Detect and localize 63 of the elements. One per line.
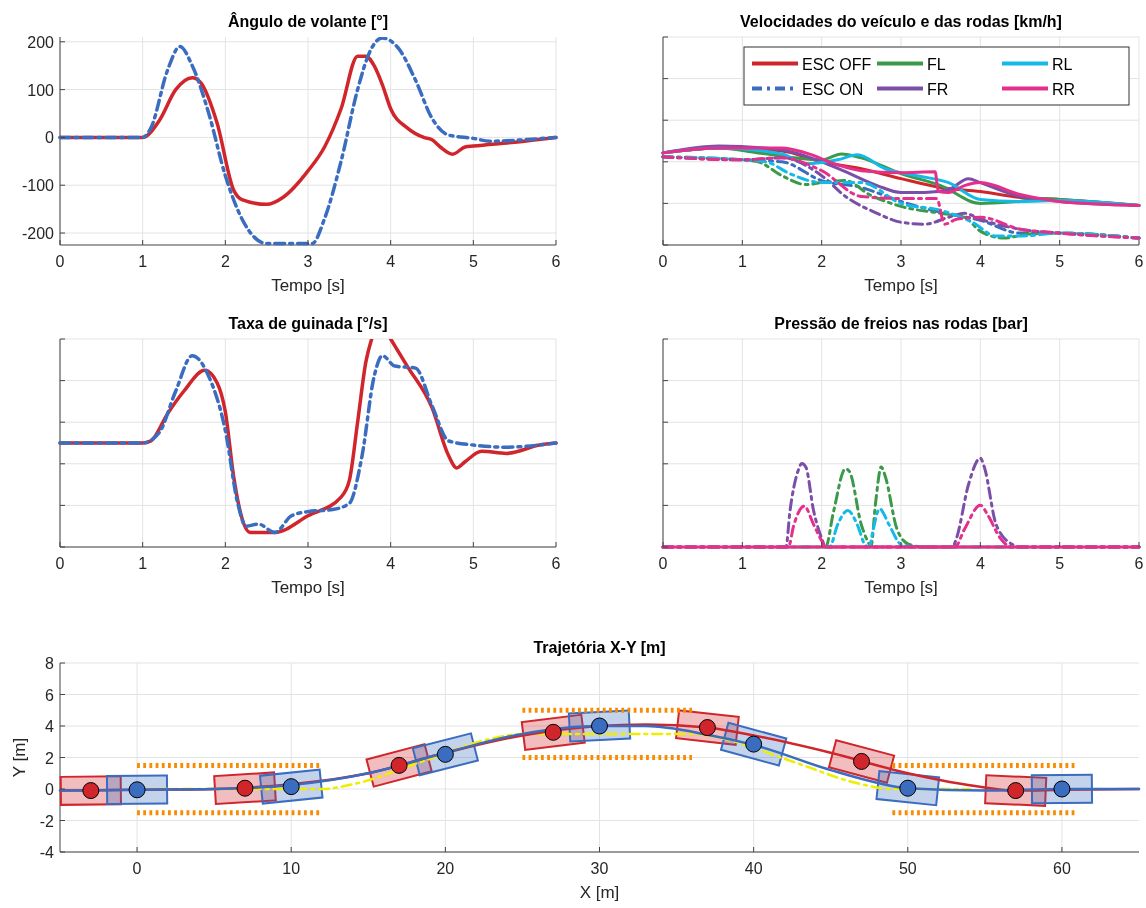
x-axis-title: X [m] bbox=[579, 883, 620, 902]
x-tick-label: 1 bbox=[737, 253, 747, 270]
y-tick-label: 0 bbox=[45, 781, 55, 798]
x-tick-label: 4 bbox=[386, 555, 396, 572]
x-tick-label: 2 bbox=[817, 253, 827, 270]
y-axis-title: Y [m] bbox=[10, 737, 29, 778]
x-tick-label: 5 bbox=[468, 253, 478, 270]
y-tick-label: -200 bbox=[21, 225, 55, 243]
x-tick-label: 60 bbox=[1053, 860, 1071, 877]
y-tick-label: -100 bbox=[21, 177, 55, 195]
legend-label: FL bbox=[927, 55, 946, 73]
y-tick-label: 8 bbox=[45, 655, 55, 672]
line-series bbox=[58, 37, 558, 246]
chart-title: Pressão de freios nas rodas [bar] bbox=[774, 315, 1028, 332]
x-tick-label: 3 bbox=[303, 555, 313, 572]
x-tick-label: 40 bbox=[744, 860, 763, 877]
x-tick-label: 50 bbox=[898, 860, 917, 877]
y-tick-label: 6 bbox=[45, 686, 55, 704]
x-tick-label: 2 bbox=[220, 555, 230, 572]
x-tick-label: 0 bbox=[658, 555, 668, 572]
x-tick-label: 1 bbox=[138, 555, 148, 572]
x-axis-title: Tempo [s] bbox=[271, 578, 345, 597]
x-tick-label: 6 bbox=[1134, 555, 1144, 572]
x-tick-label: 4 bbox=[975, 555, 985, 572]
x-tick-label: 3 bbox=[896, 253, 906, 270]
y-tick-label: 2 bbox=[45, 749, 55, 767]
x-tick-label: 4 bbox=[975, 253, 985, 270]
chart-title: Ângulo de volante [°] bbox=[227, 12, 389, 30]
chart-title: Velocidades do veículo e das rodas [km/h] bbox=[740, 13, 1062, 30]
x-tick-label: 1 bbox=[737, 555, 747, 572]
x-tick-label: 3 bbox=[303, 253, 313, 270]
x-tick-label: 5 bbox=[1055, 555, 1065, 572]
x-tick-label: 6 bbox=[551, 253, 561, 270]
legend-label: ESC OFF bbox=[802, 55, 872, 73]
x-tick-label: 5 bbox=[1055, 253, 1065, 270]
y-tick-label: -4 bbox=[39, 844, 55, 861]
y-tick-label: 200 bbox=[27, 33, 55, 51]
x-tick-label: 2 bbox=[220, 253, 230, 270]
y-tick-label: 100 bbox=[27, 81, 55, 99]
x-tick-label: 20 bbox=[436, 860, 455, 877]
y-tick-label: 4 bbox=[45, 718, 55, 735]
legend-label: RL bbox=[1052, 55, 1073, 73]
x-tick-label: 30 bbox=[590, 860, 609, 877]
y-tick-label: 0 bbox=[45, 129, 55, 147]
chart-title: Taxa de guinada [°/s] bbox=[228, 315, 388, 332]
x-axis-title: Tempo [s] bbox=[271, 276, 345, 295]
x-tick-label: 3 bbox=[896, 555, 906, 572]
x-tick-label: 10 bbox=[282, 860, 301, 877]
x-tick-label: 1 bbox=[138, 253, 148, 270]
legend-label: RR bbox=[1052, 80, 1076, 98]
x-axis-title: Tempo [s] bbox=[864, 276, 938, 295]
x-tick-label: 4 bbox=[386, 253, 396, 270]
y-tick-label: -2 bbox=[39, 812, 55, 830]
x-tick-label: 6 bbox=[1134, 253, 1144, 270]
chart-title: Trajetória X-Y [m] bbox=[533, 639, 666, 656]
legend-label: FR bbox=[927, 80, 949, 98]
x-tick-label: 6 bbox=[551, 555, 561, 572]
x-tick-label: 0 bbox=[658, 253, 668, 270]
x-tick-label: 2 bbox=[817, 555, 827, 572]
legend-label: ESC ON bbox=[802, 80, 864, 98]
x-axis-title: Tempo [s] bbox=[864, 578, 938, 597]
x-tick-label: 5 bbox=[468, 555, 478, 572]
x-tick-label: 0 bbox=[132, 860, 142, 877]
